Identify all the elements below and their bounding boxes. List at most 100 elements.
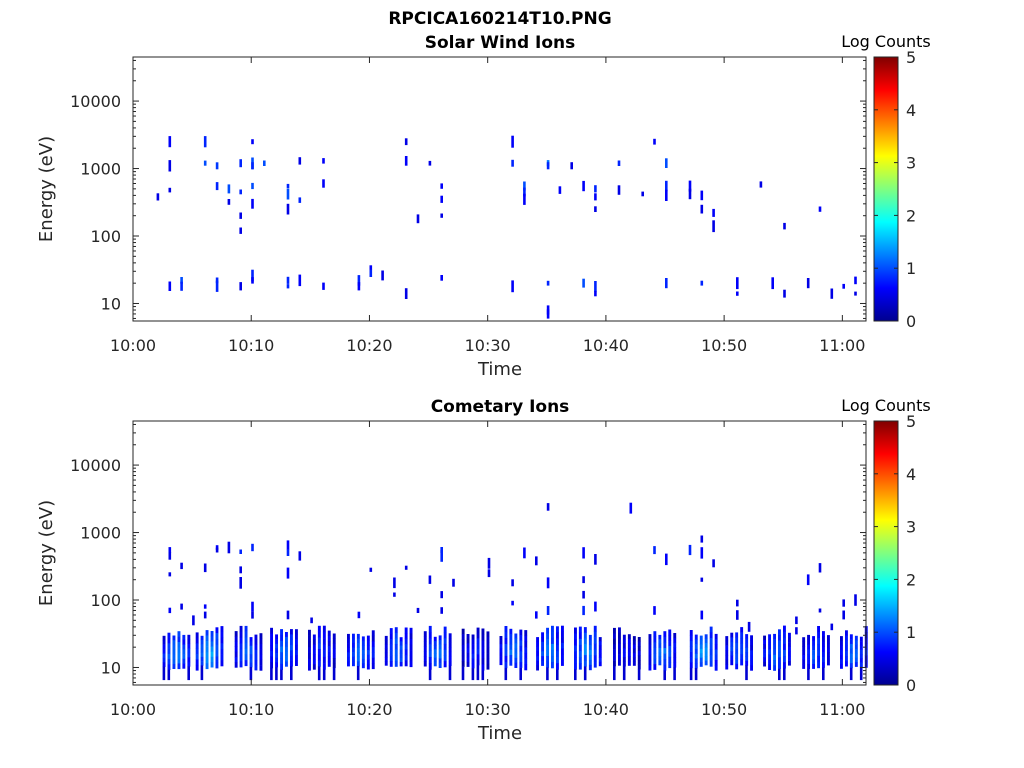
heatmap-cell <box>773 639 776 645</box>
heatmap-cell <box>286 276 290 284</box>
heatmap-cell <box>817 661 820 669</box>
colorbar-label: Log Counts <box>841 32 931 51</box>
heatmap-cell <box>735 648 739 654</box>
heatmap-cell <box>259 649 263 655</box>
heatmap-cell <box>270 627 273 634</box>
heatmap-cell <box>322 625 326 633</box>
heatmap-cell <box>750 650 753 656</box>
heatmap-cell <box>371 641 375 648</box>
y-axis-label: Energy (eV) <box>36 136 57 242</box>
heatmap-cell <box>653 664 657 670</box>
heatmap-cell <box>546 627 549 634</box>
heatmap-cell <box>409 638 413 645</box>
heatmap-cell <box>795 616 798 625</box>
heatmap-cell <box>598 649 602 654</box>
heatmap-cell <box>783 637 786 645</box>
heatmap-cell <box>509 639 513 645</box>
heatmap-cell <box>859 641 863 646</box>
heatmap-cell <box>409 655 413 662</box>
heatmap-cell <box>535 611 538 619</box>
heatmap-cell <box>556 657 559 664</box>
heatmap-cell <box>699 648 703 654</box>
heatmap-cell <box>773 644 776 650</box>
heatmap-cell <box>519 651 523 657</box>
heatmap-cell <box>637 637 641 642</box>
heatmap-cell <box>849 653 853 659</box>
heatmap-cell <box>653 642 657 648</box>
heatmap-cell <box>773 665 776 671</box>
heatmap-cell <box>399 637 403 642</box>
heatmap-cell <box>658 643 662 649</box>
heatmap-cell <box>295 650 298 656</box>
heatmap-cell <box>428 669 432 681</box>
heatmap-cell <box>210 662 214 668</box>
heatmap-cell <box>622 652 626 658</box>
heatmap-cell <box>433 657 437 663</box>
figure-title: RPCICA160214T10.PNG <box>388 9 611 29</box>
heatmap-cell <box>423 651 427 657</box>
heatmap-cell <box>259 643 263 650</box>
heatmap-cell <box>371 663 375 670</box>
heatmap-cell <box>663 636 667 643</box>
heatmap-cell <box>187 661 191 667</box>
heatmap-cell <box>773 660 776 666</box>
heatmap-cell <box>438 640 442 645</box>
heatmap-cell <box>195 637 199 644</box>
heatmap-cell <box>180 562 183 570</box>
heatmap-cell <box>536 646 539 652</box>
heatmap-cell <box>578 638 582 646</box>
heatmap-cell <box>317 666 321 681</box>
heatmap-cell <box>745 638 749 644</box>
heatmap-cell <box>561 631 564 638</box>
heatmap-cell <box>594 601 597 612</box>
heatmap-cell <box>536 651 539 657</box>
heatmap-cell <box>817 644 820 651</box>
heatmap-cell <box>622 666 626 681</box>
heatmap-cell <box>827 643 830 649</box>
heatmap-cell <box>551 662 554 669</box>
heatmap-cell <box>735 658 739 664</box>
heatmap-cell <box>689 630 693 636</box>
heatmap-cell <box>663 664 667 671</box>
heatmap-cell <box>594 206 597 212</box>
heatmap-cell <box>285 661 288 667</box>
heatmap-cell <box>448 665 452 681</box>
heatmap-cell <box>704 660 708 666</box>
heatmap-cell <box>583 627 587 633</box>
heatmap-cell <box>443 661 447 668</box>
heatmap-cell <box>807 663 810 669</box>
heatmap-cell <box>249 654 253 659</box>
heatmap-cell <box>802 650 806 656</box>
heatmap-cell <box>195 648 199 655</box>
heatmap-cell <box>750 660 753 666</box>
heatmap-cell <box>466 652 470 658</box>
heatmap-cell <box>347 652 350 658</box>
heatmap-cell <box>714 649 718 655</box>
heatmap-cell <box>700 610 704 620</box>
heatmap-cell <box>854 657 858 663</box>
heatmap-cell <box>524 647 528 654</box>
heatmap-cell <box>476 665 480 681</box>
heatmap-cell <box>725 650 729 656</box>
heatmap-cell <box>433 641 437 646</box>
heatmap-cell <box>168 160 172 172</box>
heatmap-cell <box>295 629 298 635</box>
heatmap-cell <box>773 654 776 661</box>
heatmap-cell <box>546 162 550 170</box>
heatmap-cell <box>192 615 195 626</box>
heatmap-cell <box>583 649 587 656</box>
heatmap-cell <box>499 660 503 666</box>
heatmap-cell <box>167 664 171 670</box>
heatmap-cell <box>259 654 263 660</box>
heatmap-cell <box>694 648 698 654</box>
colorbar-tick-label: 3 <box>906 518 916 537</box>
heatmap-cell <box>736 291 739 296</box>
heatmap-cell <box>371 652 375 659</box>
heatmap-cell <box>481 670 485 681</box>
heatmap-cell <box>632 657 636 662</box>
heatmap-cell <box>536 641 539 647</box>
heatmap-cell <box>709 632 713 639</box>
heatmap-cell <box>254 644 258 651</box>
heatmap-cell <box>167 648 171 655</box>
heatmap-cell <box>613 644 616 650</box>
